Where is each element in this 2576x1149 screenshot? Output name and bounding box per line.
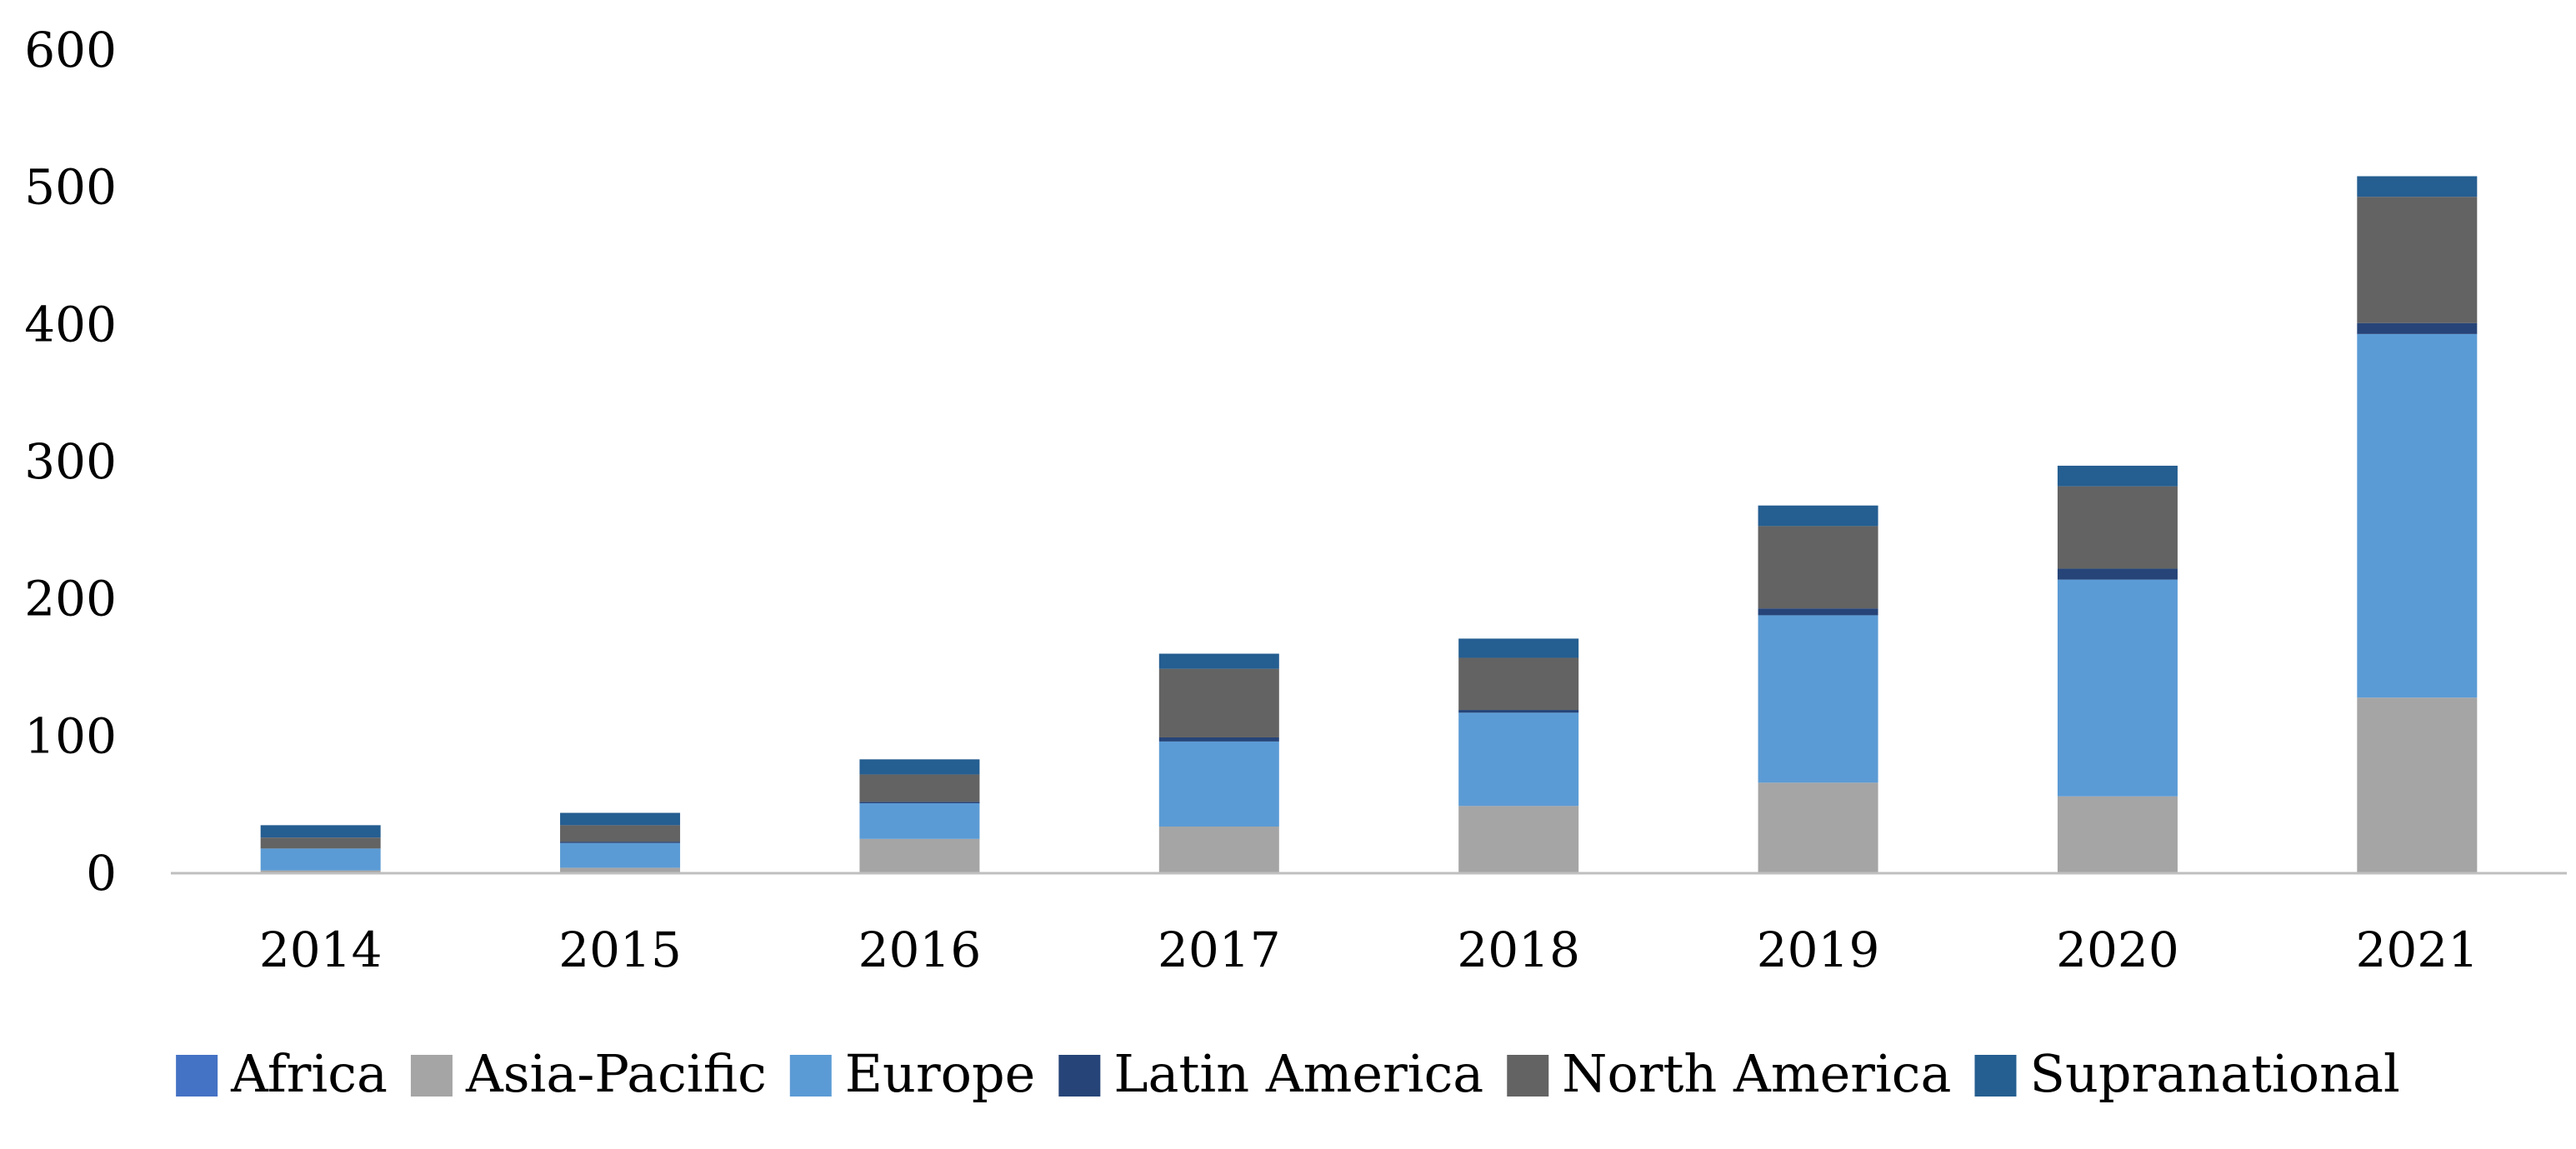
bar-segment [1458, 638, 1579, 658]
y-tick-label: 0 [86, 845, 117, 902]
bar-segment [859, 803, 980, 839]
legend-label: North America [1562, 1043, 1951, 1104]
bar-segment [2057, 465, 2178, 487]
x-tick-label: 2016 [858, 922, 982, 978]
x-tick-label: 2019 [1757, 922, 1880, 978]
legend-item: Africa [176, 1043, 388, 1104]
legend-swatch [410, 1055, 453, 1097]
bar-segment [1158, 668, 1279, 737]
y-tick-label: 300 [24, 433, 117, 490]
bar-segment [2057, 486, 2178, 569]
legend-swatch [1507, 1055, 1549, 1097]
bar-segment [260, 837, 381, 849]
bar-segment [1758, 526, 1878, 609]
x-tick-label: 2020 [2056, 922, 2179, 978]
x-tick-label: 2015 [558, 922, 682, 978]
bar-segment [1458, 657, 1579, 711]
y-axis-ticks: 0 100 200 300 400 500 600 [24, 22, 117, 902]
bar-segment [2057, 568, 2178, 580]
x-tick-label: 2021 [2356, 922, 2479, 978]
legend-swatch [176, 1055, 218, 1097]
legend-label: Europe [845, 1043, 1036, 1104]
bar-segment [859, 774, 980, 802]
bar-segment [1158, 737, 1279, 742]
y-tick-label: 400 [24, 296, 117, 352]
bar-segment [2057, 579, 2178, 797]
bar-segment [859, 838, 980, 873]
bar-segment [1758, 505, 1878, 527]
bar-segment [1758, 608, 1878, 616]
y-tick-label: 200 [24, 571, 117, 627]
bar-segment [2057, 796, 2178, 873]
bar-segment [1758, 782, 1878, 873]
legend-item: North America [1507, 1043, 1951, 1104]
bar-segment [1758, 615, 1878, 783]
bars [260, 176, 2478, 873]
bar-segment [560, 867, 681, 873]
x-tick-label: 2017 [1158, 922, 1281, 978]
bar-segment [560, 825, 681, 842]
bar-segment [260, 825, 381, 838]
bar-segment [859, 759, 980, 775]
legend-item: Asia-Pacific [410, 1043, 767, 1104]
x-tick-label: 2014 [259, 922, 383, 978]
bar-segment [2357, 176, 2478, 197]
bar-segment [1458, 806, 1579, 873]
bar-segment [260, 870, 381, 873]
bar-segment [1158, 827, 1279, 873]
bar-segment [1158, 653, 1279, 669]
legend-label: Asia-Pacific [465, 1043, 767, 1104]
bar-segment [1458, 712, 1579, 807]
bar-segment [260, 848, 381, 871]
legend-label: Latin America [1113, 1043, 1483, 1104]
legend-swatch [1058, 1055, 1101, 1097]
bar-segment [560, 842, 681, 868]
legend-swatch [789, 1055, 832, 1097]
bar-segment [2357, 697, 2478, 873]
legend-label: Africa [230, 1043, 388, 1104]
bar-segment [2357, 333, 2478, 698]
bar-segment [560, 812, 681, 826]
legend-item: Latin America [1058, 1043, 1483, 1104]
y-tick-label: 600 [24, 22, 117, 78]
bar-segment [1458, 710, 1579, 713]
bar-segment [560, 842, 681, 843]
legend-item: Europe [789, 1043, 1036, 1104]
legend: Africa Asia-Pacific Europe Latin America Nor… [176, 1043, 2400, 1104]
legend-label: Supranational [2029, 1043, 2399, 1104]
y-tick-label: 500 [24, 159, 117, 216]
legend-swatch [1974, 1055, 2017, 1097]
bar-segment [1158, 741, 1279, 827]
x-tick-label: 2018 [1457, 922, 1580, 978]
x-axis-ticks: 2014 2015 2016 2017 2018 2019 2020 2021 [259, 922, 2478, 978]
y-tick-label: 100 [24, 707, 117, 764]
bar-segment [2357, 197, 2478, 323]
legend-item: Supranational [1974, 1043, 2400, 1104]
bar-segment [2357, 322, 2478, 334]
bar-segment [859, 802, 980, 804]
